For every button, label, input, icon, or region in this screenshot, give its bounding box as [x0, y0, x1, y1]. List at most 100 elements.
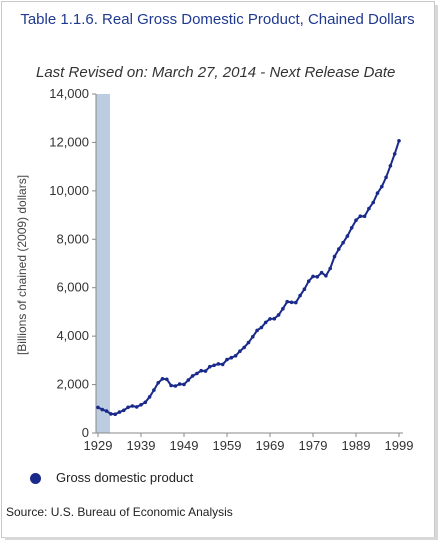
- x-tick-label: 1929: [84, 438, 113, 453]
- data-point: [177, 382, 182, 386]
- data-point: [186, 378, 191, 382]
- data-point: [195, 371, 199, 376]
- x-tick-label: 1939: [127, 438, 156, 453]
- data-point: [104, 409, 109, 413]
- data-point: [233, 354, 238, 358]
- data-point: [263, 320, 268, 325]
- data-point: [147, 395, 152, 399]
- chart-title: Table 1.1.6. Real Gross Domestic Product…: [20, 11, 415, 28]
- data-point: [268, 317, 272, 321]
- data-point: [208, 364, 212, 369]
- data-point: [272, 316, 277, 321]
- data-point: [225, 357, 229, 362]
- x-tick-label: 1989: [342, 438, 371, 453]
- chart-frame: [1, 1, 435, 538]
- x-tick-label: 1959: [213, 438, 242, 453]
- data-point: [289, 300, 294, 305]
- data-point: [113, 412, 117, 417]
- data-point: [371, 200, 376, 205]
- data-point: [328, 266, 333, 271]
- y-tick-label: 4,000: [56, 328, 89, 343]
- chart-subtitle: Last Revised on: March 27, 2014 - Next R…: [36, 64, 396, 81]
- data-point: [362, 214, 367, 219]
- data-point: [190, 374, 195, 378]
- data-point: [332, 254, 337, 259]
- y-tick-label: 2,000: [56, 377, 89, 392]
- data-point: [169, 383, 173, 388]
- data-point: [96, 405, 100, 410]
- data-point: [182, 382, 186, 387]
- data-point: [354, 218, 358, 222]
- data-point: [122, 408, 126, 413]
- data-point: [130, 404, 135, 408]
- data-point: [285, 299, 290, 304]
- data-point: [315, 275, 320, 279]
- data-point: [203, 369, 208, 373]
- y-tick-label: 0: [82, 425, 89, 440]
- data-point: [397, 139, 401, 143]
- data-point: [392, 152, 397, 156]
- data-point: [302, 287, 307, 292]
- data-point: [216, 362, 221, 366]
- data-point: [358, 214, 363, 218]
- data-point: [100, 407, 105, 412]
- y-tick-label: 14,000: [49, 86, 89, 101]
- data-point: [319, 270, 324, 275]
- y-tick-label: 8,000: [56, 231, 89, 246]
- x-tick-label: 1969: [256, 438, 285, 453]
- x-tick-label: 1979: [299, 438, 328, 453]
- data-point: [238, 349, 242, 354]
- x-tick-label: 1949: [170, 438, 199, 453]
- data-point: [212, 363, 216, 368]
- data-point: [367, 206, 371, 211]
- data-point: [134, 405, 139, 409]
- data-point: [251, 334, 255, 339]
- data-point: [152, 388, 156, 392]
- data-point: [246, 340, 251, 345]
- legend-marker-icon: [30, 473, 41, 484]
- source-note: Source: U.S. Bureau of Economic Analysis: [6, 505, 233, 519]
- y-axis-label: [Billions of chained (2009) dollars]: [15, 175, 29, 355]
- data-point: [324, 274, 328, 278]
- data-point: [255, 328, 259, 333]
- data-point: [259, 325, 264, 330]
- frame-shadow-bottom: [5, 537, 438, 540]
- data-point: [306, 279, 311, 284]
- data-point: [349, 226, 354, 230]
- y-tick-label: 6,000: [56, 280, 89, 295]
- data-point: [242, 345, 246, 350]
- x-tick-label: 1999: [385, 438, 414, 453]
- data-point: [126, 405, 130, 410]
- series-line-gdp: [97, 140, 400, 416]
- y-tick-label: 12,000: [49, 134, 89, 149]
- frame-shadow-right: [435, 5, 438, 540]
- data-point: [337, 247, 341, 251]
- legend-label: Gross domestic product: [56, 470, 194, 485]
- data-point: [388, 164, 393, 168]
- data-point: [160, 377, 165, 381]
- data-point: [298, 293, 302, 298]
- data-point: [117, 410, 122, 414]
- data-point: [199, 368, 203, 373]
- data-point: [220, 362, 225, 367]
- data-point: [276, 313, 281, 317]
- data-point: [345, 234, 350, 238]
- data-point: [143, 400, 148, 405]
- data-point: [156, 381, 160, 385]
- data-point: [380, 184, 384, 189]
- data-point: [384, 175, 388, 180]
- data-point: [109, 412, 113, 416]
- data-point: [139, 403, 143, 407]
- plot-highlight-band: [96, 94, 110, 433]
- data-point: [165, 377, 169, 382]
- data-point: [341, 240, 345, 245]
- data-point: [229, 355, 234, 360]
- data-point: [294, 300, 298, 305]
- subtitle-container: Last Revised on: March 27, 2014 - Next R…: [0, 64, 432, 86]
- data-point: [173, 384, 178, 388]
- data-point: [311, 274, 315, 279]
- data-point: [281, 306, 285, 311]
- y-tick-label: 10,000: [49, 183, 89, 198]
- data-point: [375, 191, 380, 195]
